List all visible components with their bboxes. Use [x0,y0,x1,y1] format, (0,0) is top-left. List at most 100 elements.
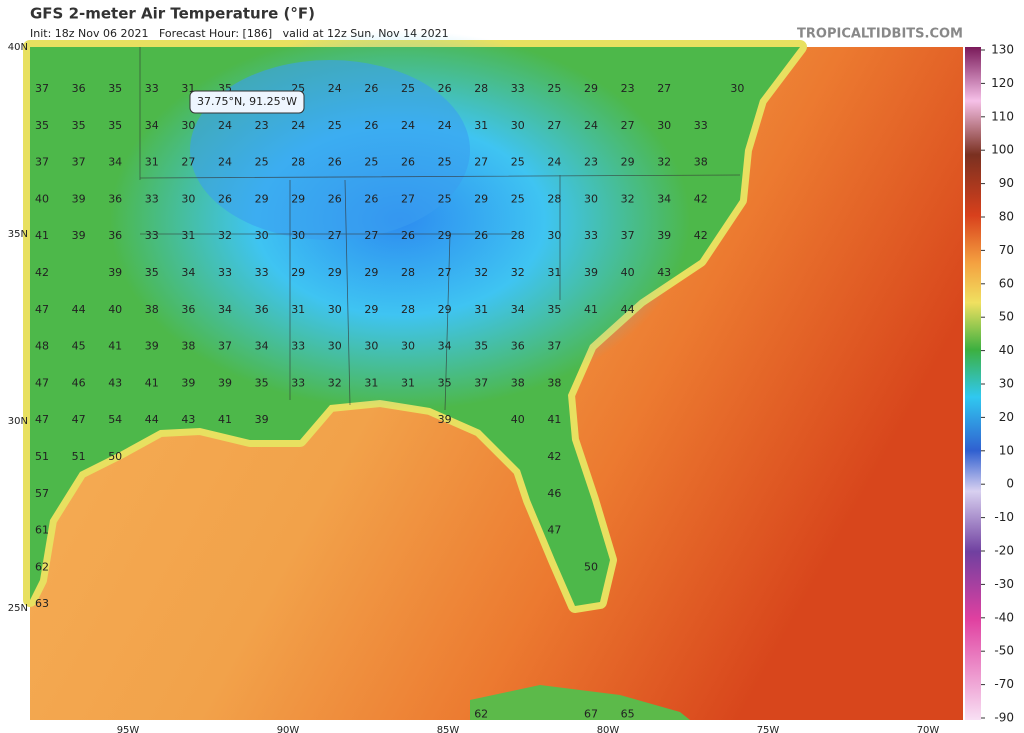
temperature-label: 37 [474,376,488,389]
temperature-label: 24 [438,119,452,132]
temperature-label: 33 [694,119,708,132]
temperature-label: 37 [218,340,232,353]
temperature-label: 31 [401,376,415,389]
temperature-label: 28 [474,82,488,95]
temperature-label: 29 [255,192,269,205]
lat-label: 35N [8,229,28,240]
temperature-label: 62 [474,708,488,721]
colorbar [965,47,981,720]
temperature-label: 35 [255,376,269,389]
temperature-label: 47 [547,524,561,537]
temperature-label: 26 [218,192,232,205]
temperature-label: 25 [438,192,452,205]
colorbar-label: 50 [999,310,1014,324]
temperature-label: 46 [547,487,561,500]
temperature-label: 40 [511,413,525,426]
temperature-label: 26 [364,82,378,95]
temperature-label: 27 [474,156,488,169]
colorbar-label: 10 [999,443,1014,457]
temperature-label: 37 [547,340,561,353]
temperature-label: 24 [401,119,415,132]
temperature-label: 32 [474,266,488,279]
temperature-label: 25 [364,156,378,169]
temperature-label: 42 [35,266,49,279]
temperature-label: 30 [547,229,561,242]
temperature-label: 23 [621,82,635,95]
temperature-label: 38 [694,156,708,169]
lon-label: 95W [117,725,140,733]
source: TROPICALTIDBITS.COM [797,27,963,42]
temperature-label: 39 [145,340,159,353]
colorbar-label: 80 [999,210,1014,224]
temperature-label: 36 [511,340,525,353]
temperature-label: 46 [72,376,86,389]
temperature-label: 32 [621,192,635,205]
temperature-label: 39 [255,413,269,426]
lon-label: 80W [597,725,620,733]
temperature-label: 26 [364,119,378,132]
temperature-label: 39 [438,413,452,426]
temperature-label: 28 [547,192,561,205]
temperature-label: 30 [511,119,525,132]
colorbar-label: 90 [999,176,1014,190]
temperature-label: 47 [35,376,49,389]
lat-label: 40N [8,42,28,53]
temperature-label: 33 [291,376,305,389]
colorbar-label: 60 [999,276,1014,290]
temperature-label: 27 [547,119,561,132]
colorbar-label: 40 [999,343,1014,357]
temperature-label: 47 [72,413,86,426]
temperature-label: 30 [328,340,342,353]
temperature-label: 44 [621,303,635,316]
temperature-label: 48 [35,340,49,353]
temperature-label: 24 [547,156,561,169]
map [23,30,963,720]
colorbar-label: -50 [994,644,1014,658]
temperature-label: 36 [72,82,86,95]
temperature-label: 33 [511,82,525,95]
temperature-label: 27 [621,119,635,132]
temperature-label: 36 [181,303,195,316]
temperature-label: 44 [72,303,86,316]
tooltip-text: 37.75°N, 91.25°W [197,95,297,108]
temperature-label: 26 [401,156,415,169]
temperature-label: 35 [547,303,561,316]
temperature-label: 28 [401,266,415,279]
temperature-label: 43 [657,266,671,279]
temperature-label: 23 [584,156,598,169]
temperature-label: 25 [438,156,452,169]
temperature-label: 37 [72,156,86,169]
temperature-label: 25 [511,156,525,169]
temperature-label: 30 [730,82,744,95]
colorbar-label: 110 [991,109,1014,123]
temperature-label: 35 [108,119,122,132]
temperature-label: 32 [328,376,342,389]
temperature-label: 36 [108,229,122,242]
temperature-label: 40 [621,266,635,279]
temperature-label: 39 [72,229,86,242]
temperature-label: 25 [401,82,415,95]
colorbar-label: -90 [994,711,1014,725]
temperature-label: 30 [657,119,671,132]
temperature-label: 30 [255,229,269,242]
temperature-label: 43 [181,413,195,426]
temperature-label: 34 [108,156,122,169]
temperature-label: 34 [218,303,232,316]
temperature-label: 24 [291,119,305,132]
colorbar-label: -40 [994,610,1014,624]
temperature-label: 37 [621,229,635,242]
temperature-label: 31 [181,229,195,242]
temperature-label: 36 [108,192,122,205]
colorbar-label: -30 [994,577,1014,591]
temperature-label: 33 [145,192,159,205]
temperature-label: 31 [145,156,159,169]
temperature-label: 23 [255,119,269,132]
temperature-label: 26 [328,156,342,169]
temperature-label: 51 [72,450,86,463]
lon-label: 90W [277,725,300,733]
temperature-label: 33 [145,82,159,95]
temperature-label: 35 [72,119,86,132]
temperature-label: 65 [621,708,635,721]
temperature-label: 30 [364,340,378,353]
temperature-label: 35 [145,266,159,279]
